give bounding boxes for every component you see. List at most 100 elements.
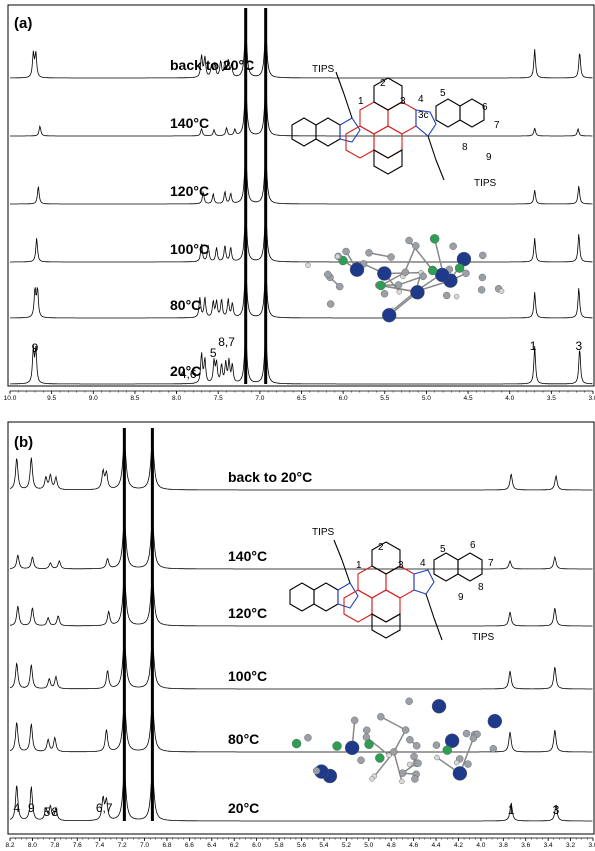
model-atom — [386, 752, 392, 758]
panel-b-peak-annotations: 4 9 5 8 6,7 1 3 — [13, 801, 559, 819]
model-atom — [432, 741, 441, 749]
model-atom — [396, 289, 403, 295]
structure-label: TIPS — [312, 527, 335, 538]
structure-label: 3 — [398, 560, 404, 571]
panel-b-label: (b) — [14, 434, 33, 451]
model-atom — [456, 251, 472, 267]
x-tick-label: 8.2 — [5, 842, 14, 849]
x-tick-label: 3.4 — [544, 842, 553, 849]
x-tick-label: 3.2 — [566, 842, 575, 849]
structure-label: 1 — [356, 560, 362, 571]
structure-label: 3c — [418, 110, 429, 121]
model-atom — [398, 769, 407, 777]
model-atom — [419, 272, 427, 280]
panel-b-spectra — [9, 428, 593, 822]
panel-b-structure-diagram — [289, 539, 483, 641]
structure-label: 5 — [440, 88, 446, 99]
model-atom — [399, 778, 405, 785]
structure-label: 2 — [380, 78, 386, 89]
spectrum-trace — [9, 640, 593, 690]
x-tick-label: 5.2 — [342, 842, 351, 849]
model-atom — [305, 262, 311, 268]
model-atom — [462, 269, 470, 278]
x-tick-label: 3.0 — [588, 395, 595, 402]
model-atom — [405, 236, 413, 245]
series-label: 100°C — [170, 241, 209, 257]
model-atom — [401, 726, 410, 734]
model-atom — [453, 759, 460, 766]
x-tick-label: 6.5 — [297, 395, 306, 402]
peak-annotation: 5 — [44, 805, 51, 819]
peak-annotation: 4 — [13, 801, 20, 815]
series-label: 80°C — [170, 297, 201, 313]
spectrum-trace — [9, 441, 593, 491]
x-tick-label: 4.6 — [409, 842, 418, 849]
model-atom — [453, 293, 460, 300]
spectrum-trace — [10, 29, 593, 79]
model-atom — [350, 716, 359, 725]
x-tick-label: 5.5 — [380, 395, 389, 402]
structure-label: 4 — [420, 558, 426, 569]
series-label: 140°C — [228, 548, 267, 564]
panel-a-x-axis: 10.0 9.5 9.0 8.5 8.0 7.5 7.0 6.5 6.0 5.5 5.0 4.5 4.0… — [4, 390, 595, 402]
model-atom — [364, 739, 374, 749]
model-atom — [336, 282, 344, 291]
x-tick-label: 9.5 — [47, 395, 56, 402]
model-atom — [334, 253, 341, 260]
x-tick-label: 7.5 — [214, 395, 223, 402]
x-tick-label: 3.0 — [588, 842, 595, 849]
x-tick-label: 3.5 — [547, 395, 556, 402]
model-bond — [398, 275, 424, 286]
structure-label: 5 — [440, 544, 446, 555]
series-label: 100°C — [228, 668, 267, 684]
model-atom — [464, 760, 472, 768]
model-atom — [443, 291, 451, 300]
series-label: 120°C — [170, 183, 209, 199]
peak-annotation: 9 — [32, 341, 39, 355]
model-atom — [429, 234, 440, 244]
x-tick-label: 4.0 — [505, 395, 514, 402]
x-tick-label: 5.8 — [275, 842, 284, 849]
x-tick-label: 8.5 — [130, 395, 139, 402]
x-tick-label: 6.6 — [185, 842, 194, 849]
spectrum-trace — [9, 577, 593, 627]
structure-label: 9 — [486, 152, 492, 163]
spectrum-trace — [9, 520, 593, 570]
x-tick-label: 6.2 — [230, 842, 239, 849]
peak-annotation: 3 — [553, 803, 560, 817]
x-tick-label: 8.0 — [28, 842, 37, 849]
model-atom — [411, 775, 419, 783]
structure-label: 3 — [400, 96, 406, 107]
panel-b: (b) back to 20°C140°C120°C100°C80°C20°C … — [5, 421, 595, 849]
model-atom — [410, 285, 425, 300]
panel-a-spectra — [10, 8, 593, 385]
x-tick-label: 10.0 — [4, 395, 17, 402]
peak-annotation: 8 — [52, 805, 59, 819]
structure-label: 6 — [470, 540, 476, 551]
model-atom — [405, 697, 413, 705]
model-atom — [412, 242, 420, 250]
panel-b-x-axis: 8.2 8.0 7.8 7.6 7.4 7.2 7.0 6.8 6.6 6.4 6.2 6.0 5.8 5… — [5, 837, 595, 849]
x-tick-label: 5.0 — [422, 395, 431, 402]
model-atom — [434, 754, 440, 761]
series-label: 120°C — [228, 605, 267, 621]
peak-annotation: 9 — [28, 801, 35, 815]
structure-label: 4 — [418, 94, 424, 105]
model-atom — [291, 738, 302, 749]
model-atom — [477, 286, 486, 294]
panel-a: (a) back to 20°C140°C120°C100°C80°C20°C … — [4, 4, 595, 402]
series-label: back to 20°C — [170, 57, 254, 73]
structure-label: 2 — [378, 542, 384, 553]
peak-annotation: 8,7 — [218, 335, 235, 349]
model-atom — [469, 734, 478, 742]
x-tick-label: 5.4 — [319, 842, 328, 849]
model-atom — [363, 726, 371, 734]
panel-b-frame — [7, 421, 595, 835]
model-atom — [414, 759, 422, 767]
model-atom — [377, 266, 392, 281]
panel-a-series-labels: back to 20°C 140°C 120°C 100°C 80°C 20°C — [170, 57, 254, 379]
x-tick-label: 4.4 — [432, 842, 441, 849]
model-atom — [487, 713, 503, 729]
model-atom — [462, 729, 471, 738]
